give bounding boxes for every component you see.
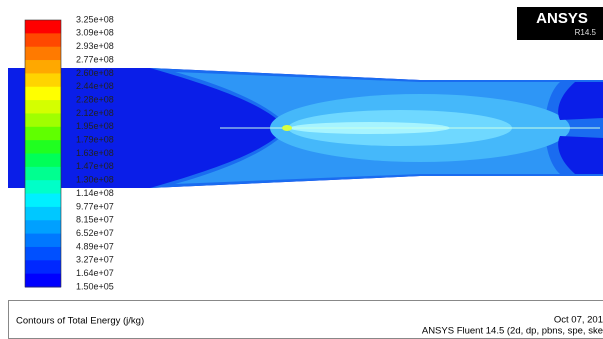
- colorbar-label: 9.77e+07: [76, 201, 114, 211]
- colorbar-label: 1.50e+05: [76, 281, 114, 291]
- colorbar-label: 1.64e+07: [76, 268, 114, 278]
- colorbar-band: [25, 193, 61, 208]
- colorbar-band: [25, 233, 61, 248]
- colorbar-label: 3.25e+08: [76, 14, 114, 24]
- colorbar-band: [25, 33, 61, 48]
- colorbar-label: 1.47e+08: [76, 161, 114, 171]
- colorbar-band: [25, 46, 61, 61]
- flow-domain: [8, 68, 603, 188]
- colorbar-band: [25, 246, 61, 261]
- colorbar-label: 1.30e+08: [76, 175, 114, 185]
- logo-title: ANSYS: [536, 10, 588, 27]
- colorbar-band: [25, 273, 61, 288]
- colorbar-band: [25, 20, 61, 34]
- footer-title: Contours of Total Energy (j/kg): [16, 316, 144, 327]
- colorbar-band: [25, 73, 61, 88]
- colorbar-label: 1.14e+08: [76, 188, 114, 198]
- colorbar-label: 6.52e+07: [76, 228, 114, 238]
- colorbar-label: 3.09e+08: [76, 28, 114, 38]
- contour-region: [558, 82, 603, 120]
- contour-region: [282, 125, 292, 131]
- colorbar-band: [25, 140, 61, 154]
- colorbar-label: 1.79e+08: [76, 135, 114, 145]
- colorbar: 3.25e+08 3.09e+08 2.93e+08 2.77e+08 2.60e+08…: [24, 14, 114, 291]
- colorbar-band: [25, 260, 61, 275]
- colorbar-label: 4.89e+07: [76, 241, 114, 251]
- footer-solver: ANSYS Fluent 14.5 (2d, dp, pbns, spe, sk…: [422, 326, 603, 337]
- colorbar-label: 1.63e+08: [76, 148, 114, 158]
- colorbar-band: [25, 86, 61, 101]
- colorbar-label: 3.27e+07: [76, 255, 114, 265]
- colorbar-band: [25, 180, 61, 195]
- colorbar-band: [25, 100, 61, 114]
- footer-box: [8, 300, 603, 339]
- footer-date: Oct 07, 201: [554, 315, 603, 326]
- colorbar-band: [25, 166, 61, 181]
- footer: Contours of Total Energy (j/kg) Oct 07, …: [8, 300, 603, 339]
- contour-region: [558, 136, 603, 174]
- colorbar-label: 2.93e+08: [76, 41, 114, 51]
- colorbar-band: [25, 153, 61, 168]
- colorbar-band: [25, 60, 61, 74]
- colorbar-outline: [24, 19, 62, 288]
- colorbar-band: [25, 220, 61, 235]
- colorbar-band: [25, 206, 61, 221]
- colorbar-label: 2.28e+08: [76, 94, 114, 104]
- colorbar-label: 2.12e+08: [76, 108, 114, 118]
- colorbar-label: 2.77e+08: [76, 54, 114, 64]
- logo-version: R14.5: [575, 28, 597, 37]
- logo: ANSYS R14.5: [517, 7, 603, 40]
- colorbar-band: [25, 113, 61, 128]
- logo-box: [517, 7, 603, 40]
- colorbar-label: 8.15e+07: [76, 215, 114, 225]
- colorbar-label: 2.60e+08: [76, 68, 114, 78]
- colorbar-label: 2.44e+08: [76, 81, 114, 91]
- colorbar-label: 1.95e+08: [76, 121, 114, 131]
- colorbar-band: [25, 126, 61, 141]
